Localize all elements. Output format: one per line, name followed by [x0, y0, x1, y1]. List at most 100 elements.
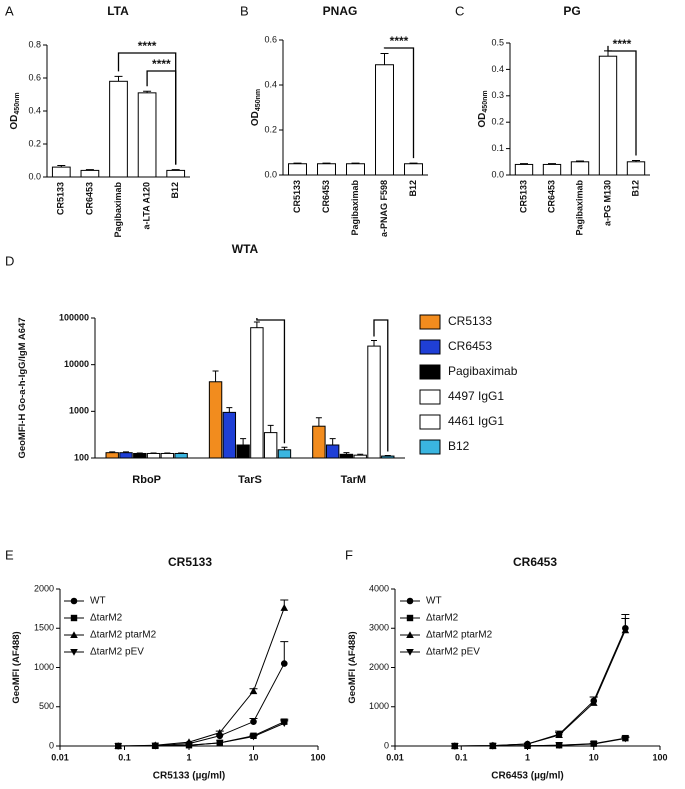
x-tick-label: Pagibaximab: [350, 180, 360, 236]
y-tick-label: 0.6: [264, 34, 277, 44]
y-tick-label: 0.4: [28, 105, 41, 115]
error-bar: [322, 162, 331, 164]
bar: [312, 425, 326, 459]
x-tick-label: 0.1: [118, 752, 131, 762]
point: [249, 733, 258, 741]
point: [589, 740, 598, 748]
point: [451, 742, 459, 750]
point: [280, 660, 288, 667]
error-bar: [548, 163, 556, 165]
bar: [119, 452, 133, 459]
point: [280, 604, 289, 611]
error-bar: [371, 339, 377, 347]
panel-label: C: [455, 3, 464, 18]
x-tick-label: TarS: [238, 474, 262, 486]
y-tick-label: 0.1: [491, 143, 504, 153]
legend-label: B12: [448, 439, 470, 453]
y-axis-label-main: OD: [9, 115, 20, 130]
y-axis-label-main: GeoMFI (AF488): [347, 631, 358, 703]
bar: [339, 453, 354, 459]
y-tick-label: 0: [384, 740, 389, 750]
y-tick-label: 0.4: [491, 64, 504, 74]
y-tick-label: 0.4: [264, 79, 277, 89]
bar: [133, 452, 147, 459]
y-axis-label-main: OD: [477, 113, 488, 128]
bar: [137, 92, 157, 178]
y-axis-label: GeoMFI-H Go-a-h-IgG/IgM A647: [17, 317, 28, 458]
y-tick-label: 0.0: [491, 169, 504, 179]
error-bar: [240, 438, 247, 445]
y-tick-label: 0.6: [28, 72, 41, 82]
bar: [317, 163, 336, 176]
x-tick-label: B12: [408, 180, 418, 197]
series-line: [454, 737, 626, 747]
legend-label: WT: [90, 596, 106, 607]
bar: [404, 163, 423, 176]
error-bar: [267, 424, 274, 433]
bar: [236, 444, 250, 459]
bar: [146, 452, 161, 459]
legend-marker: [406, 597, 414, 605]
bar: [263, 432, 278, 459]
y-axis-label: OD450nm: [9, 92, 22, 129]
error-bar: [343, 452, 350, 455]
bar: [109, 80, 128, 178]
x-axis-label: CR5133 (µg/ml): [153, 771, 225, 782]
legend-label: WT: [426, 596, 442, 607]
legend-label: ΔtarM2 pEV: [90, 647, 144, 658]
point: [555, 731, 563, 739]
error-bar: [384, 455, 391, 457]
legend-label: ΔtarM2: [426, 613, 459, 624]
x-tick-label: CR6453: [84, 182, 94, 215]
series-line: [454, 738, 626, 747]
y-axis-label-sub: 450nm: [482, 90, 489, 112]
x-tick-label: B12: [170, 182, 180, 199]
x-tick-label: 10: [589, 752, 599, 762]
error-bar: [409, 162, 418, 164]
significance-bracket: [373, 319, 389, 452]
bar: [346, 163, 365, 176]
legend-label: ΔtarM2 pEV: [426, 647, 480, 658]
point: [215, 728, 224, 736]
y-tick-label: 0.2: [28, 138, 41, 148]
y-tick-label: 2000: [369, 662, 389, 672]
bar: [166, 169, 186, 178]
x-tick-label: RboP: [132, 474, 161, 486]
significance-label: ****: [390, 34, 409, 48]
y-axis-label-main: GeoMFI-H Go-a-h-IgG/IgM A647: [17, 317, 28, 458]
x-tick-label: CR5133: [56, 182, 66, 215]
error-bar: [109, 451, 116, 453]
error-bar: [576, 160, 584, 162]
bar: [208, 381, 223, 459]
y-tick-label: 0: [49, 740, 54, 750]
point: [523, 742, 532, 750]
error-bar: [143, 90, 152, 93]
legend-marker: [70, 597, 78, 605]
significance-label: ****: [152, 57, 171, 71]
series-line: [454, 628, 626, 747]
bar: [570, 161, 590, 176]
point: [555, 742, 563, 750]
error-bar: [253, 321, 260, 328]
y-axis-label-sub: 450nm: [255, 89, 262, 111]
bar: [105, 452, 119, 459]
legend-swatch: [419, 439, 441, 455]
point: [151, 742, 160, 750]
y-axis-label: OD450nm: [477, 90, 490, 127]
error-bar: [57, 164, 66, 168]
x-tick-label: CR6453: [321, 180, 331, 213]
series-line: [118, 722, 285, 747]
x-tick-label: Pagibaximab: [574, 180, 584, 236]
panel-label: B: [240, 3, 249, 18]
point: [280, 720, 289, 728]
y-tick-label: 0.5: [491, 37, 504, 47]
x-tick-label: a-PG M130: [602, 180, 612, 226]
x-tick-label: CR5133: [292, 180, 302, 213]
point: [185, 742, 193, 750]
y-axis-label: OD450nm: [250, 89, 263, 126]
x-tick-label: 0.01: [386, 752, 404, 762]
y-tick-label: 4000: [369, 583, 389, 593]
y-tick-label: 0.2: [264, 124, 277, 134]
y-tick-label: 0.8: [28, 39, 41, 49]
